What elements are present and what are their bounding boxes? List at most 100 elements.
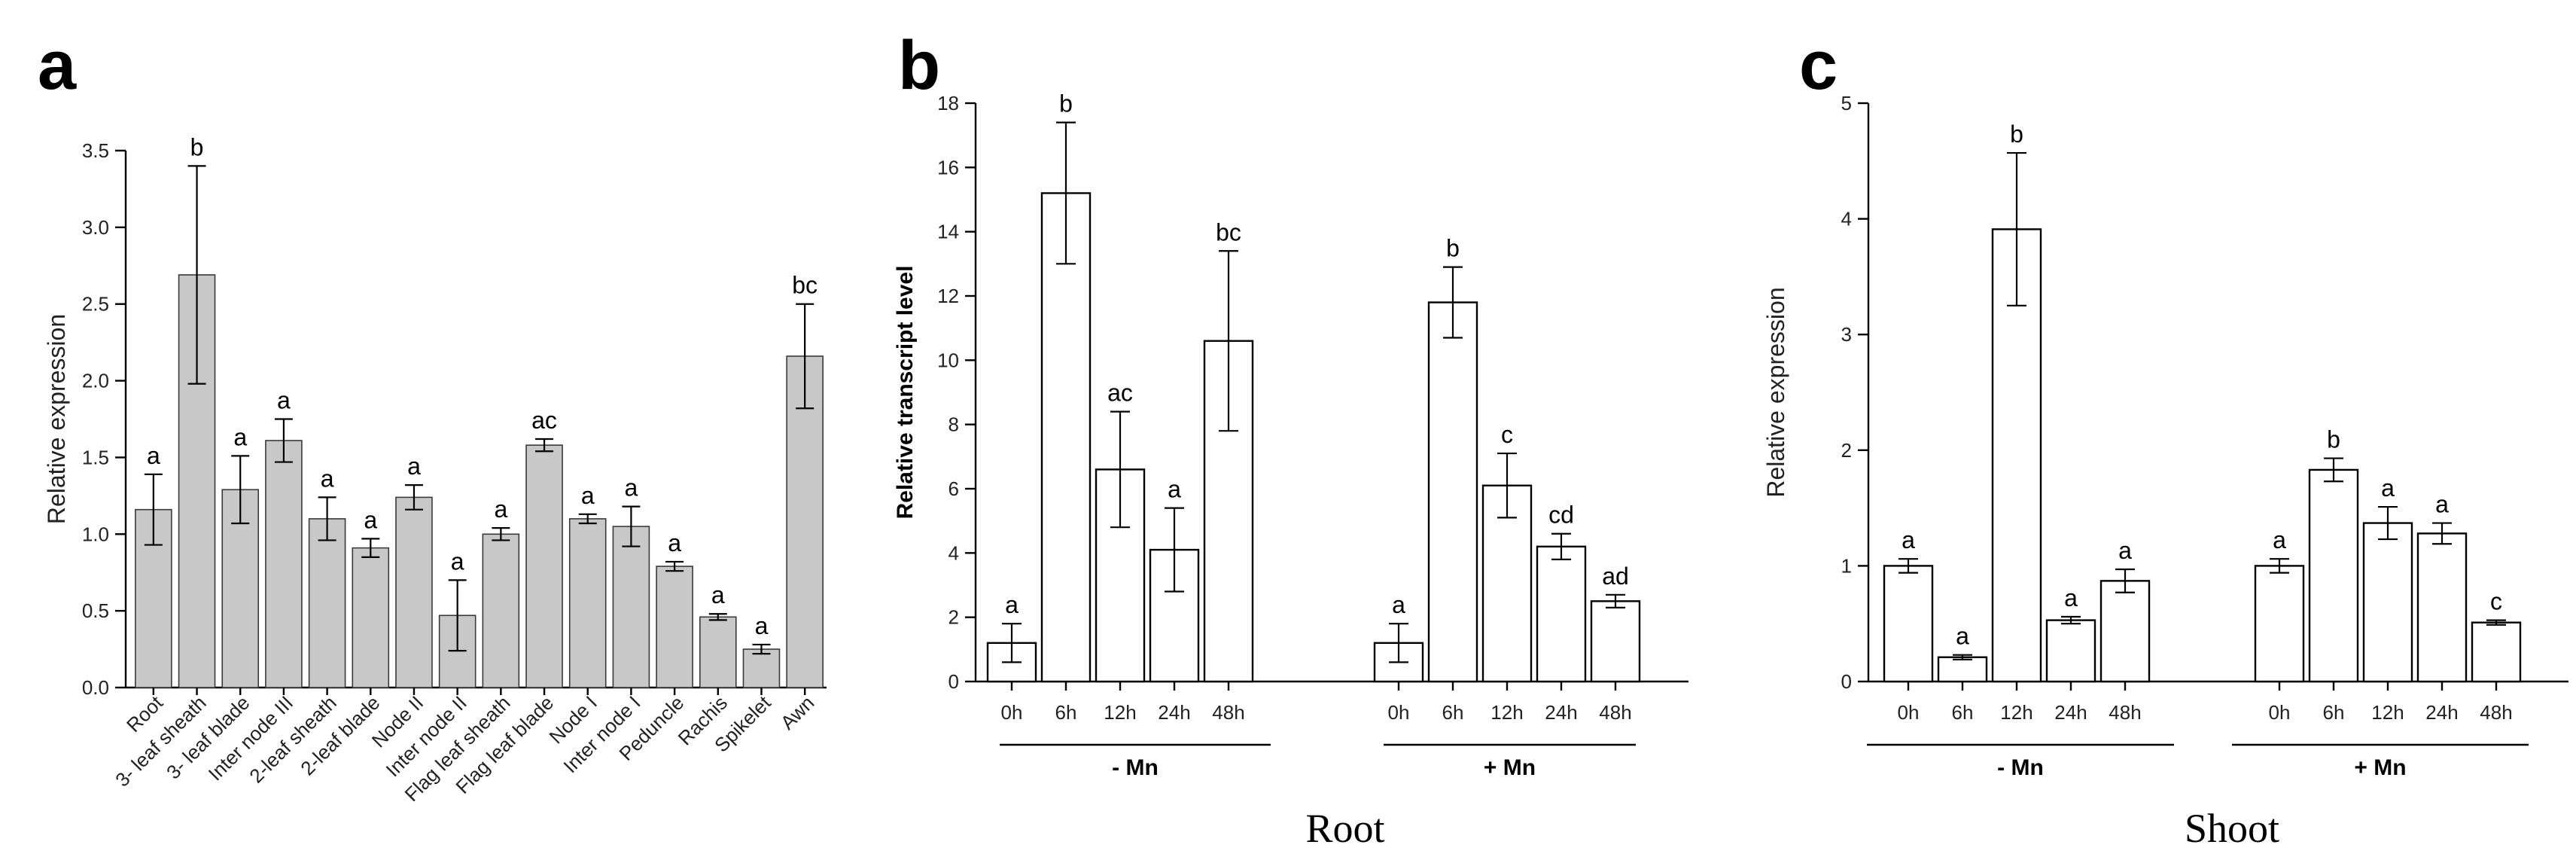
x-tick-label: 12h <box>2000 701 2032 724</box>
significance-label: a <box>364 506 377 533</box>
y-tick-label: 1.0 <box>82 523 109 545</box>
significance-label: b <box>190 133 204 160</box>
significance-label: a <box>2064 584 2078 611</box>
significance-label: a <box>494 496 507 523</box>
group-label: - Mn <box>1997 755 2044 780</box>
bar <box>2362 522 2413 683</box>
bar <box>699 616 737 688</box>
x-tick-label: 6h <box>1442 701 1464 724</box>
bar <box>482 533 520 688</box>
bar <box>612 526 650 688</box>
significance-label: a <box>668 529 681 557</box>
panel-b: b 0 2 4 6 8 10 12 14 16 18 Relative transcript leve… <box>893 27 1688 851</box>
significance-label: a <box>1168 476 1181 503</box>
y-tick-label: 3.0 <box>82 216 109 239</box>
bar <box>1590 600 1641 683</box>
y-tick-label: 3 <box>1841 323 1852 346</box>
x-tick-label: 48h <box>2480 701 2512 724</box>
bar <box>1427 301 1478 683</box>
panel-letter-a: a <box>38 27 77 104</box>
significance-label: a <box>2273 526 2286 553</box>
y-tick-label: 14 <box>937 221 959 243</box>
panel-letter-b: b <box>898 27 940 104</box>
significance-label: a <box>407 453 421 480</box>
y-tick-label: 2.0 <box>82 370 109 392</box>
y-axis-label: Relative transcript level <box>893 266 918 520</box>
significance-label: a <box>2381 474 2395 502</box>
x-tick-label: 6h <box>1952 701 1974 724</box>
significance-label: ac <box>1107 380 1133 407</box>
y-tick-label: 8 <box>948 413 959 436</box>
significance-label: b <box>1059 90 1073 117</box>
x-tick-label: 0h <box>1001 701 1023 724</box>
x-tick-label: Awn <box>776 691 819 734</box>
x-tick-label: 12h <box>2371 701 2404 724</box>
significance-label: a <box>1392 591 1405 618</box>
y-tick-label: 0 <box>1841 670 1852 693</box>
bar <box>2416 532 2468 683</box>
bar <box>308 518 346 688</box>
y-tick-label: 1.5 <box>82 446 109 468</box>
y-tick-label: 0.5 <box>82 599 109 622</box>
bar <box>525 444 563 688</box>
y-tick-label: 4 <box>948 541 959 564</box>
significance-label: a <box>2435 491 2449 518</box>
group-label: - Mn <box>1112 755 1159 780</box>
panel-caption: Shoot <box>2185 806 2279 851</box>
x-tick-label: 48h <box>1212 701 1244 724</box>
bar <box>2471 621 2522 683</box>
x-tick-label: 0h <box>2269 701 2291 724</box>
significance-label: a <box>1956 623 1969 650</box>
y-axis-label: Relative expression <box>1762 287 1789 497</box>
significance-label: a <box>321 465 334 492</box>
significance-label: b <box>2010 120 2023 148</box>
significance-label: a <box>711 581 725 608</box>
bar <box>1937 656 1988 683</box>
panel-letter-c: c <box>1799 27 1838 104</box>
y-tick-label: 18 <box>937 92 959 114</box>
significance-label: ac <box>531 407 557 434</box>
y-tick-label: 2 <box>948 606 959 629</box>
y-tick-label: 6 <box>948 477 959 500</box>
y-tick-label: 2.5 <box>82 293 109 316</box>
y-tick-label: 0 <box>948 670 959 693</box>
significance-label: a <box>755 612 769 639</box>
significance-label: a <box>2118 537 2132 564</box>
significance-label: c <box>2490 588 2502 615</box>
significance-label: a <box>625 474 638 502</box>
y-tick-label: 1 <box>1841 554 1852 577</box>
significance-label: a <box>147 442 160 469</box>
bar <box>352 547 390 688</box>
significance-label: b <box>1446 235 1460 262</box>
panel-c: c 0 1 2 3 4 5 Relative expression a 0h a 6h b 12h a 24h… <box>1762 27 2568 851</box>
bar <box>2099 580 2151 683</box>
x-tick-label: 6h <box>1055 701 1077 724</box>
y-tick-label: 12 <box>937 285 959 307</box>
significance-label: b <box>2327 426 2340 453</box>
significance-label: a <box>581 482 595 509</box>
y-tick-label: 3.5 <box>82 139 109 162</box>
x-tick-label: 48h <box>2109 701 2141 724</box>
y-tick-label: 4 <box>1841 208 1852 230</box>
panel-caption: Root <box>1305 806 1384 851</box>
significance-label: bc <box>1216 218 1241 245</box>
y-axis-label: Relative expression <box>43 314 70 524</box>
significance-label: a <box>1902 526 1915 553</box>
x-tick-label: 0h <box>1388 701 1410 724</box>
bar <box>1536 545 1587 683</box>
x-tick-label: 0h <box>1898 701 1920 724</box>
x-tick-label: 24h <box>2054 701 2087 724</box>
bar <box>265 440 303 688</box>
panel-a: a 0.0 0.5 1.0 1.5 2.0 2.5 3.0 3.5 Relative expres… <box>38 27 827 806</box>
x-tick-label: 12h <box>1490 701 1523 724</box>
x-tick-label: 48h <box>1599 701 1631 724</box>
significance-label: bc <box>792 272 818 299</box>
y-tick-label: 16 <box>937 156 959 178</box>
bar <box>656 566 693 688</box>
x-tick-label: 12h <box>1104 701 1136 724</box>
bar <box>2045 619 2096 683</box>
x-tick-label: 24h <box>2425 701 2458 724</box>
significance-label: a <box>233 423 247 450</box>
bar <box>1040 192 1092 683</box>
